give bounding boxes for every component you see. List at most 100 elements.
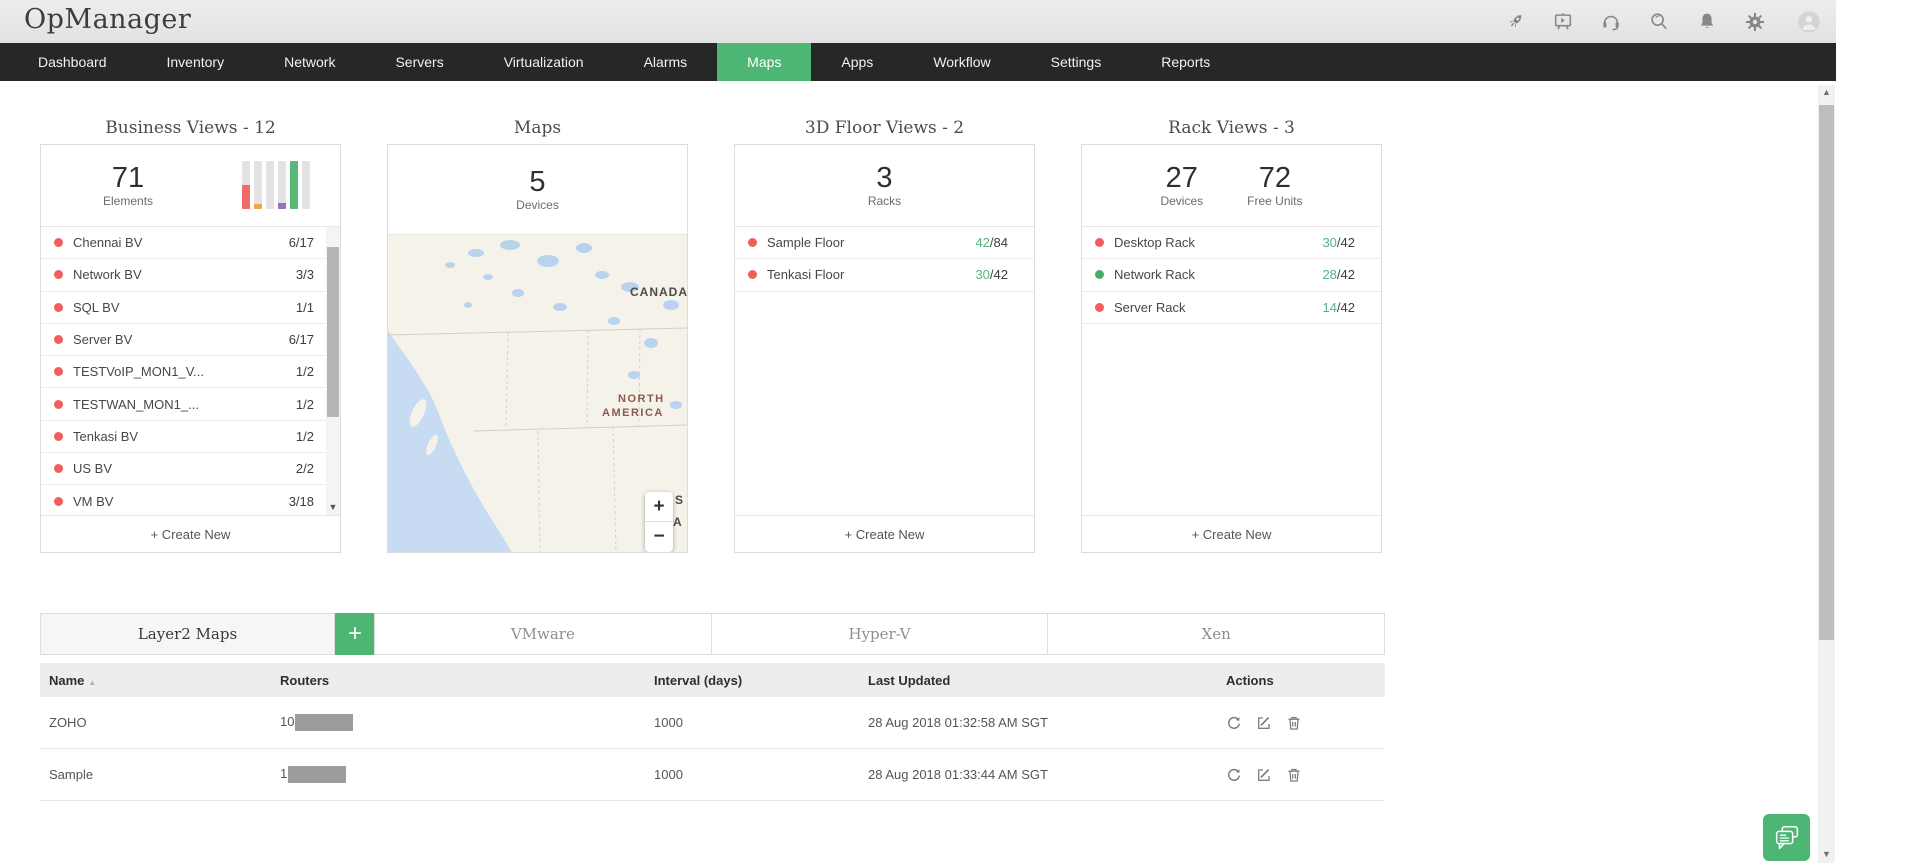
nav-item-network[interactable]: Network	[284, 54, 336, 70]
racks-count: 3	[876, 162, 893, 194]
refresh-icon[interactable]	[1226, 767, 1242, 783]
create-new-business-view-button[interactable]: + Create New	[41, 515, 340, 552]
list-item[interactable]: US BV 2/2	[41, 453, 340, 486]
list-item[interactable]: Sample Floor 42/84	[735, 227, 1034, 260]
business-views-title: Business Views - 12	[105, 118, 276, 138]
edit-icon[interactable]	[1256, 767, 1272, 783]
settings-gear-icon[interactable]	[1744, 11, 1766, 33]
devices-label: Devices	[516, 198, 559, 212]
delete-trash-icon[interactable]	[1286, 767, 1302, 783]
add-layer2-map-button[interactable]: +	[335, 613, 375, 655]
tab-xen[interactable]: Xen	[1047, 613, 1385, 655]
create-new-rack-view-button[interactable]: + Create New	[1082, 515, 1381, 552]
summary-cards-row: Business Views - 12 71 Elements Chennai …	[40, 118, 1382, 553]
nav-item-inventory[interactable]: Inventory	[166, 54, 225, 70]
map-label-north: NORTH	[618, 393, 665, 405]
nav-item-reports[interactable]: Reports	[1161, 54, 1211, 70]
scrollbar-thumb[interactable]	[1819, 105, 1834, 640]
maps-card: 5 Devices	[387, 144, 688, 553]
nav-item-servers[interactable]: Servers	[395, 54, 444, 70]
zoom-in-button[interactable]: +	[645, 492, 673, 522]
list-item[interactable]: TESTWAN_MON1_... 1/2	[41, 388, 340, 421]
nav-item-dashboard[interactable]: Dashboard	[38, 54, 107, 70]
rack-name: Network Rack	[1114, 267, 1195, 283]
elements-count: 71	[111, 162, 145, 194]
redaction-box	[288, 766, 347, 784]
list-item[interactable]: TESTVoIP_MON1_V... 1/2	[41, 356, 340, 389]
live-chat-button[interactable]	[1763, 814, 1810, 861]
table-row[interactable]: ZOHO 10 1000 28 Aug 2018 01:32:58 AM SGT	[40, 697, 1385, 749]
sort-arrow-icon[interactable]: ▲	[88, 677, 97, 687]
nav-item-settings[interactable]: Settings	[1050, 54, 1102, 70]
support-headset-icon[interactable]	[1600, 11, 1622, 33]
nav-item-workflow[interactable]: Workflow	[933, 54, 991, 70]
nav-item-apps[interactable]: Apps	[841, 54, 874, 70]
rack-devices-count: 27	[1165, 162, 1198, 194]
list-scrollbar[interactable]: ▼	[326, 227, 340, 515]
list-item[interactable]: VM BV 3/18	[41, 485, 340, 515]
status-dot	[1095, 238, 1104, 248]
bv-name: Chennai BV	[73, 235, 143, 251]
rack-views-list: Desktop Rack 30/42 Network Rack 28/42 Serv…	[1082, 227, 1381, 515]
list-item[interactable]: Network BV 3/3	[41, 259, 340, 292]
bv-count: 1/2	[295, 396, 314, 412]
notifications-bell-icon[interactable]	[1696, 11, 1718, 33]
floor-views-list: Sample Floor 42/84 Tenkasi Floor 30/42	[735, 227, 1034, 515]
cell-name: Sample	[49, 767, 94, 782]
list-scrollbar-thumb[interactable]	[327, 247, 339, 417]
list-item[interactable]: SQL BV 1/1	[41, 292, 340, 324]
rack-count: 28/42	[1322, 267, 1355, 283]
map-label-america: AMERICA	[602, 407, 664, 419]
bv-count: 3/18	[288, 493, 314, 509]
map-canvas[interactable]: CANADA NORTH AMERICA S A + −	[388, 235, 687, 552]
cell-last-updated: 28 Aug 2018 01:32:58 AM SGT	[868, 715, 1048, 730]
bv-count: 2/2	[295, 461, 314, 477]
delete-trash-icon[interactable]	[1286, 715, 1302, 731]
vertical-scrollbar[interactable]: ▲ ▼	[1818, 85, 1835, 863]
list-item[interactable]: Tenkasi Floor 30/42	[735, 259, 1034, 292]
demo-video-icon[interactable]	[1552, 11, 1574, 33]
business-views-stat: 71 Elements	[41, 145, 340, 227]
tab-vmware[interactable]: VMware	[374, 613, 712, 655]
rack-name: Server Rack	[1114, 299, 1186, 315]
rack-count: 30/42	[1322, 235, 1355, 251]
cell-routers: 10	[271, 714, 645, 732]
top-header: OpManager	[0, 0, 1836, 43]
page: OpManager	[0, 0, 1836, 863]
list-item[interactable]: Tenkasi BV 1/2	[41, 421, 340, 454]
create-new-floor-view-button[interactable]: + Create New	[735, 515, 1034, 552]
list-item[interactable]: Network Rack 28/42	[1082, 259, 1381, 292]
nav-item-alarms[interactable]: Alarms	[643, 54, 688, 70]
cell-last-updated: 28 Aug 2018 01:33:44 AM SGT	[868, 767, 1048, 782]
map-geography	[388, 235, 687, 552]
tab-hyper-v[interactable]: Hyper-V	[710, 613, 1049, 655]
free-units-count: 72	[1258, 162, 1291, 194]
bv-name: Network BV	[73, 267, 142, 283]
scroll-up-icon[interactable]: ▲	[1822, 87, 1831, 97]
col-name[interactable]: Name ▲	[49, 672, 97, 688]
bv-count: 3/3	[295, 267, 314, 283]
refresh-icon[interactable]	[1226, 715, 1242, 731]
status-dot	[54, 399, 63, 409]
list-item[interactable]: Chennai BV 6/17	[41, 227, 340, 260]
list-scroll-down-icon[interactable]: ▼	[328, 502, 338, 512]
floor-count: 30/42	[975, 267, 1008, 283]
scroll-down-icon[interactable]: ▼	[1822, 849, 1831, 859]
nav-item-maps[interactable]: Maps	[717, 43, 812, 81]
list-item[interactable]: Server BV 6/17	[41, 324, 340, 357]
list-item[interactable]: Desktop Rack 30/42	[1082, 227, 1381, 260]
rocket-icon[interactable]	[1504, 11, 1526, 33]
search-icon[interactable]	[1648, 11, 1670, 33]
list-item[interactable]: Server Rack 14/42	[1082, 292, 1381, 324]
main-nav: Dashboard Inventory Network Servers Virt…	[0, 43, 1836, 81]
zoom-out-button[interactable]: −	[653, 526, 665, 547]
bv-count: 1/2	[295, 364, 314, 380]
nav-item-virtualization[interactable]: Virtualization	[503, 54, 584, 70]
user-avatar[interactable]	[1792, 5, 1826, 39]
chat-bubbles-icon	[1775, 825, 1798, 849]
edit-icon[interactable]	[1256, 715, 1272, 731]
rack-name: Desktop Rack	[1114, 235, 1195, 251]
table-row[interactable]: Sample 1 1000 28 Aug 2018 01:33:44 AM SG…	[40, 749, 1385, 801]
tab-layer2-maps[interactable]: Layer2 Maps	[40, 613, 335, 655]
floor-count: 42/84	[975, 235, 1008, 251]
